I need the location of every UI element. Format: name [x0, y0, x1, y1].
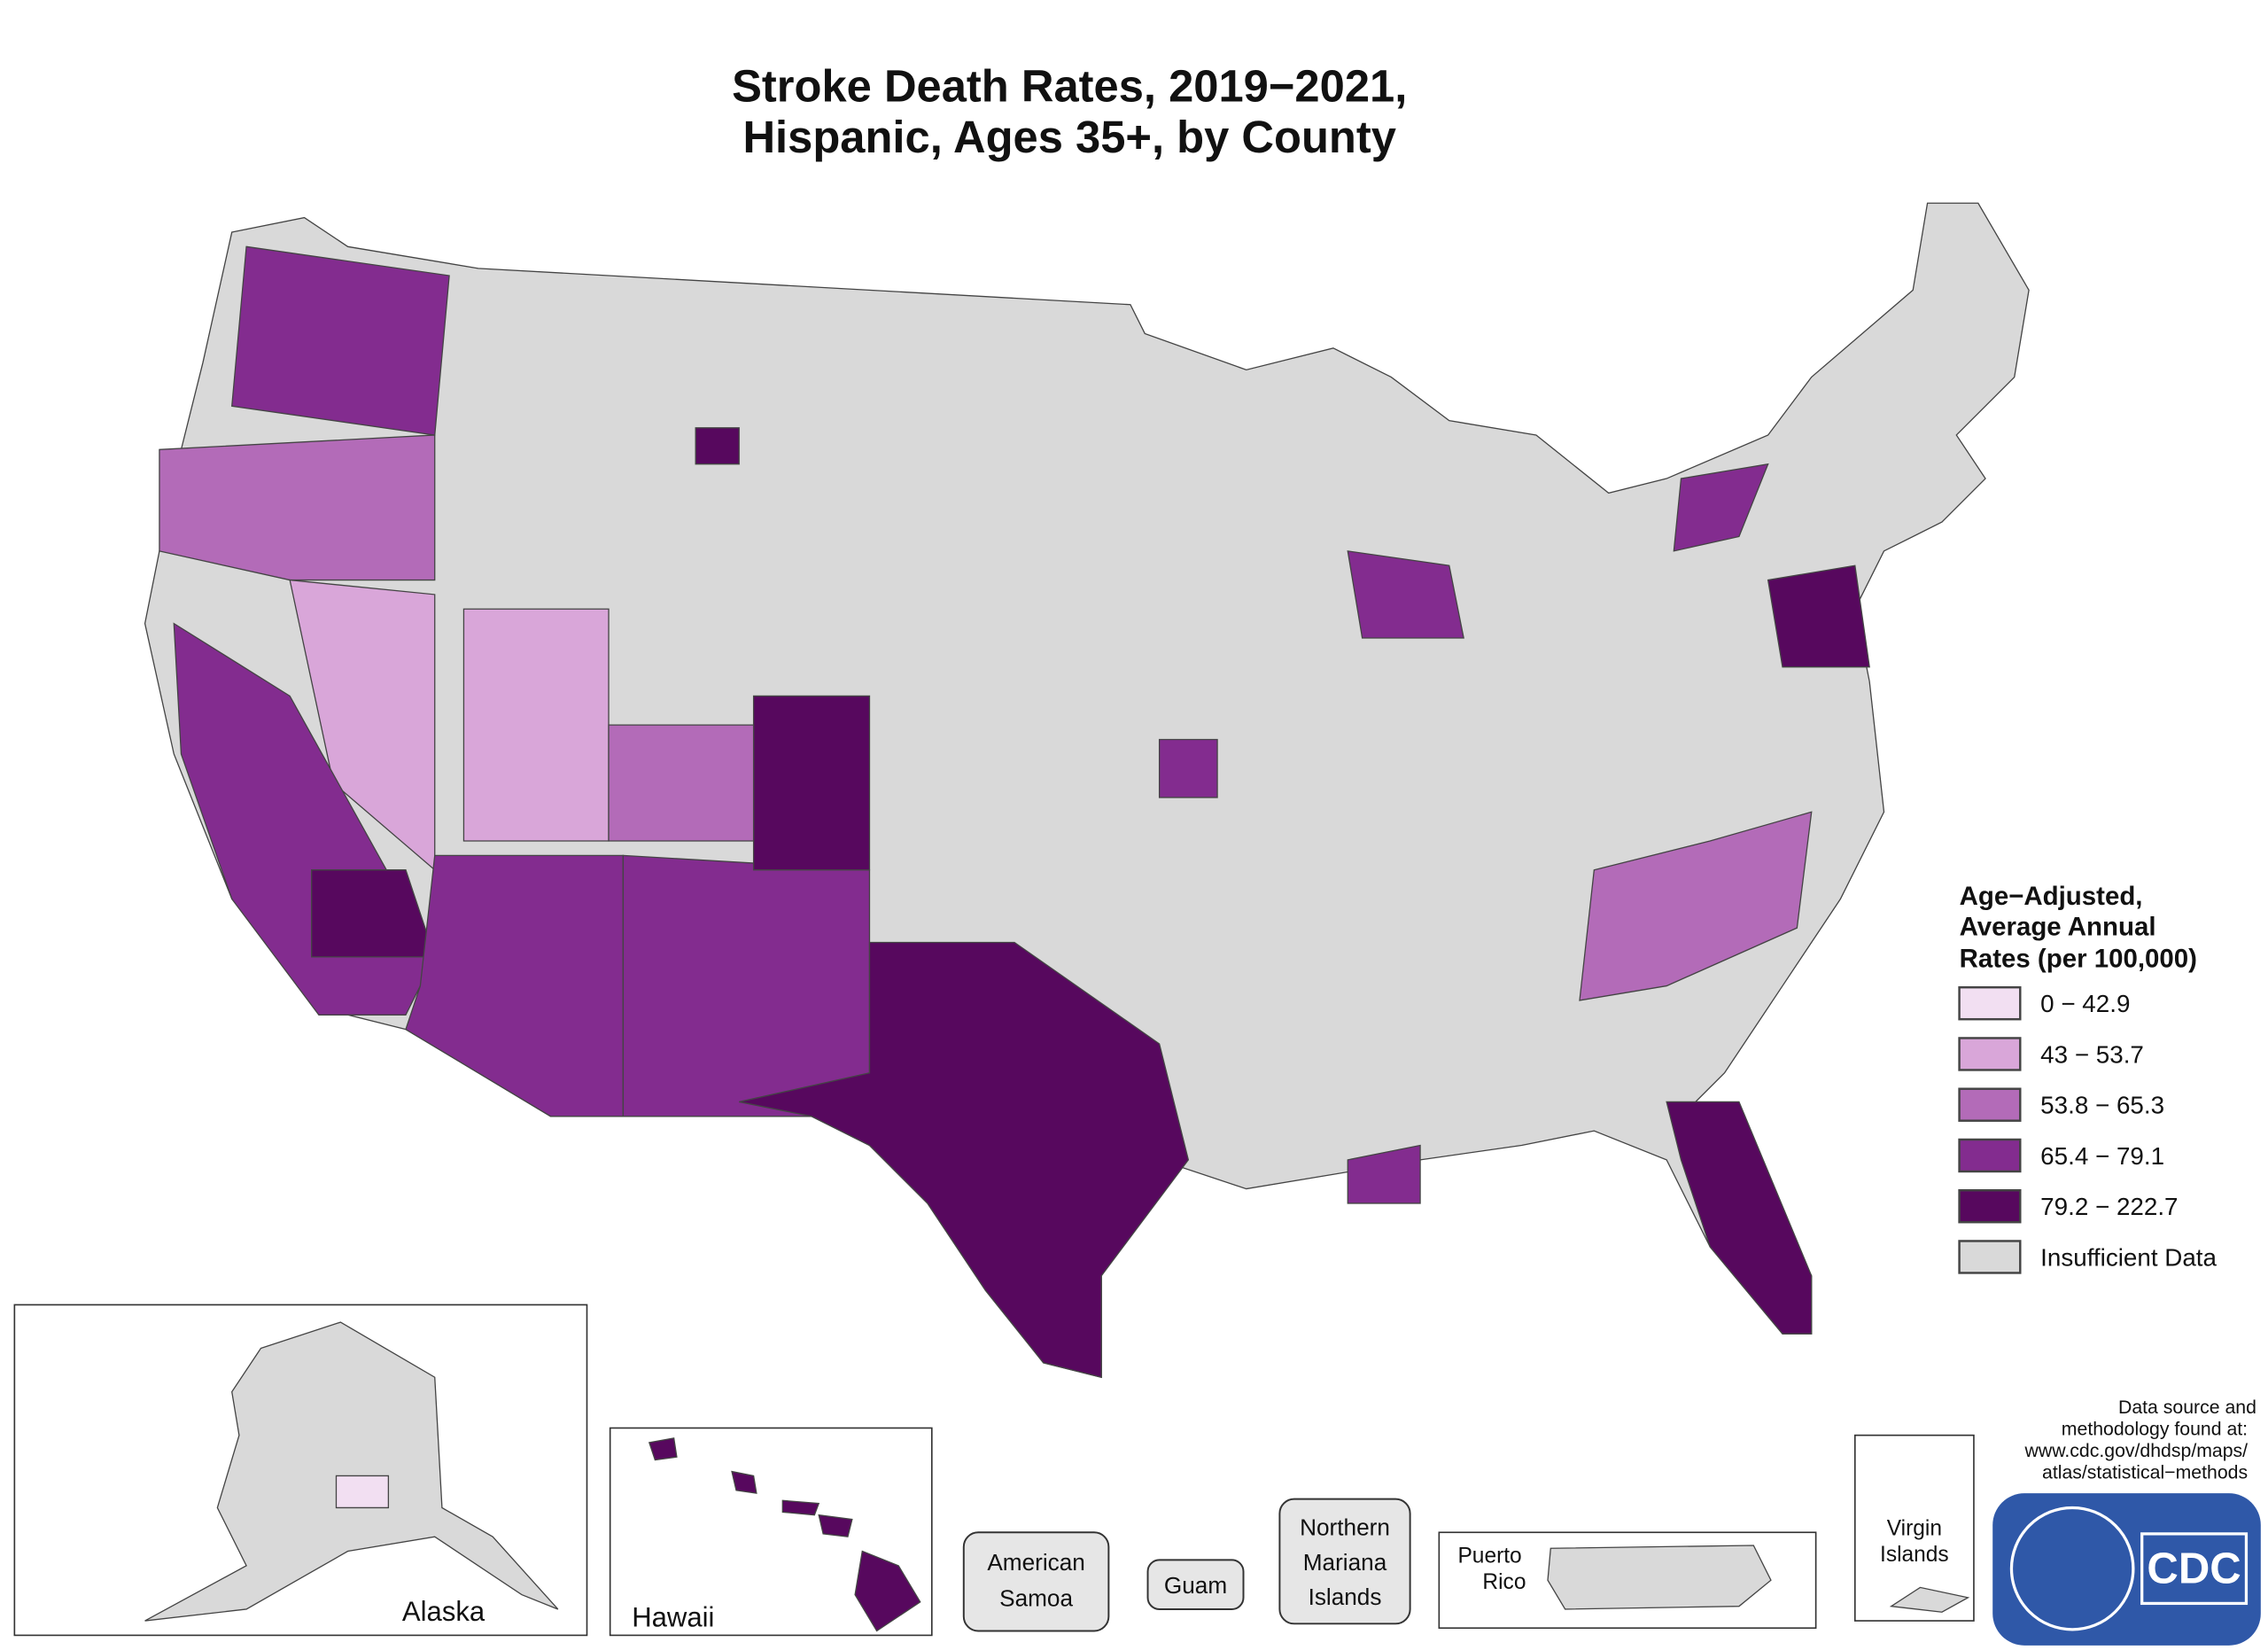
legend-swatch	[1958, 1087, 2022, 1122]
northern-mariana-box	[1278, 1498, 1411, 1625]
source-note: Data source and	[2118, 1397, 2256, 1418]
source-note: www.cdc.gov/dhdsp/maps/	[2024, 1440, 2249, 1461]
region	[695, 427, 740, 465]
virgin-islands-shape	[1889, 1586, 1970, 1613]
inset-label: Puerto	[1457, 1545, 1521, 1568]
source-note: methodology found at:	[2062, 1419, 2248, 1440]
region	[752, 695, 871, 871]
region	[622, 854, 871, 1117]
region	[739, 941, 1190, 1379]
legend-label: Insufficient Data	[2040, 1243, 2217, 1271]
legend-label: 0 − 42.9	[2040, 990, 2130, 1017]
legend-label: 65.4 − 79.1	[2040, 1142, 2164, 1170]
guam-box	[1146, 1559, 1245, 1610]
inset-label: American	[987, 1549, 1084, 1576]
region	[462, 608, 610, 842]
region	[1347, 550, 1464, 639]
cdc-logo-frame	[2140, 1532, 2249, 1606]
region	[1347, 1144, 1421, 1204]
hawaii-islands	[648, 1437, 921, 1632]
inset-label: Mariana	[1303, 1549, 1387, 1576]
legend-swatch	[1958, 1240, 2022, 1274]
region	[648, 1437, 678, 1461]
legend-title: Rates (per 100,000)	[1960, 944, 2197, 973]
us-map	[144, 202, 2030, 1379]
american-samoa-box	[962, 1531, 1110, 1632]
legend-swatch	[1958, 985, 2022, 1021]
cdc-logo-text: CDC	[2147, 1545, 2241, 1593]
inset-label: Guam	[1164, 1572, 1227, 1599]
inset-label: Alaska	[402, 1596, 485, 1627]
legend: Age−Adjusted, Average Annual Rates (per …	[1958, 882, 2218, 1274]
legend-title: Average Annual	[1960, 912, 2156, 941]
inset-label: Samoa	[999, 1585, 1073, 1612]
puerto-rico-shape	[1547, 1545, 1772, 1610]
inset-label: Virgin	[1887, 1517, 1942, 1541]
region	[405, 854, 625, 1117]
virgin-islands-inset	[1853, 1434, 1975, 1622]
legend-swatch	[1958, 1188, 2022, 1224]
inset-label: Islands	[1309, 1584, 1382, 1610]
region	[231, 245, 450, 436]
alaska-shape	[144, 1321, 559, 1622]
region	[1673, 463, 1769, 552]
title-line: Stroke Death Rates, 2019−2021,	[732, 61, 1407, 112]
legend-swatch	[1958, 1037, 2022, 1071]
region	[159, 434, 436, 581]
inset-label: Hawaii	[632, 1602, 714, 1633]
region	[1666, 1101, 1813, 1335]
legend-label: 79.2 − 222.7	[2040, 1193, 2178, 1220]
legend-title: Age−Adjusted,	[1960, 882, 2143, 911]
region	[335, 1475, 390, 1509]
region	[818, 1514, 853, 1537]
region	[1767, 564, 1870, 668]
title-line: Hispanic, Ages 35+, by County	[742, 112, 1396, 162]
hhs-seal	[2009, 1506, 2135, 1631]
source-note: atlas/statistical−methods	[2042, 1462, 2248, 1483]
legend-swatch	[1958, 1138, 2022, 1173]
region	[1579, 811, 1813, 1001]
inset-label: Northern	[1300, 1514, 1390, 1541]
inset-label: Rico	[1482, 1570, 1526, 1594]
region	[1158, 738, 1218, 798]
legend-label: 53.8 − 65.3	[2040, 1092, 2164, 1119]
region	[731, 1470, 757, 1494]
inset-label: Islands	[1880, 1543, 1949, 1567]
region	[781, 1499, 820, 1516]
region	[854, 1550, 921, 1632]
region	[608, 724, 755, 842]
legend-label: 43 − 53.7	[2040, 1040, 2144, 1068]
cdc-logo	[1992, 1493, 2261, 1646]
